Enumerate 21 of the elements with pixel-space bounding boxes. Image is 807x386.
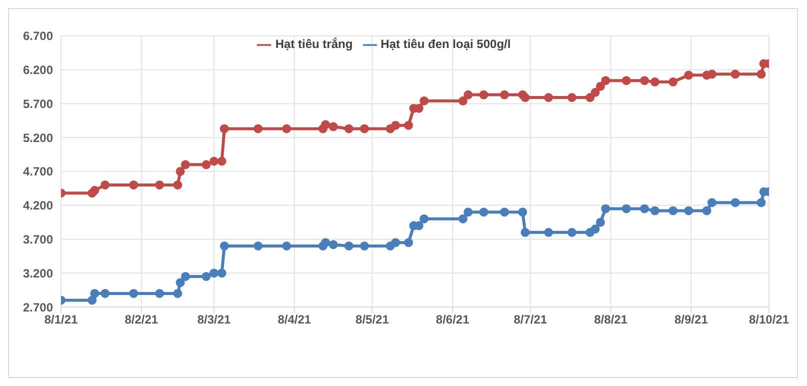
x-tick-label: 8/3/21 xyxy=(197,312,232,327)
y-tick-label: 3.200 xyxy=(22,266,54,280)
x-tick-label: 8/9/21 xyxy=(674,312,708,327)
x-tick-label: 8/8/21 xyxy=(594,312,628,327)
y-tick-label: 5.200 xyxy=(22,130,54,145)
y-tick-label: 4.200 xyxy=(22,198,54,213)
x-tick-label: 8/4/21 xyxy=(278,312,312,327)
x-tick-label: 8/10/21 xyxy=(748,312,790,327)
x-tick-label: 8/2/21 xyxy=(124,312,158,327)
y-tick-label: 6.200 xyxy=(22,62,54,77)
x-tick-label: 8/5/21 xyxy=(356,312,390,327)
y-tick-label: 2.700 xyxy=(22,300,54,314)
x-tick-label: 8/1/21 xyxy=(44,312,78,327)
legend-label: Hạt tiêu trắng xyxy=(275,37,353,51)
y-tick-label: 6.700 xyxy=(22,29,54,44)
y-tick-label: 4.700 xyxy=(22,164,54,179)
x-tick-label: 8/6/21 xyxy=(436,312,470,327)
y-tick-label: 3.700 xyxy=(22,232,54,246)
legend-label: Hạt tiêu đen loại 500g/l xyxy=(380,37,511,51)
y-tick-label: 5.700 xyxy=(22,96,54,111)
x-tick-label: 8/7/21 xyxy=(514,312,548,327)
